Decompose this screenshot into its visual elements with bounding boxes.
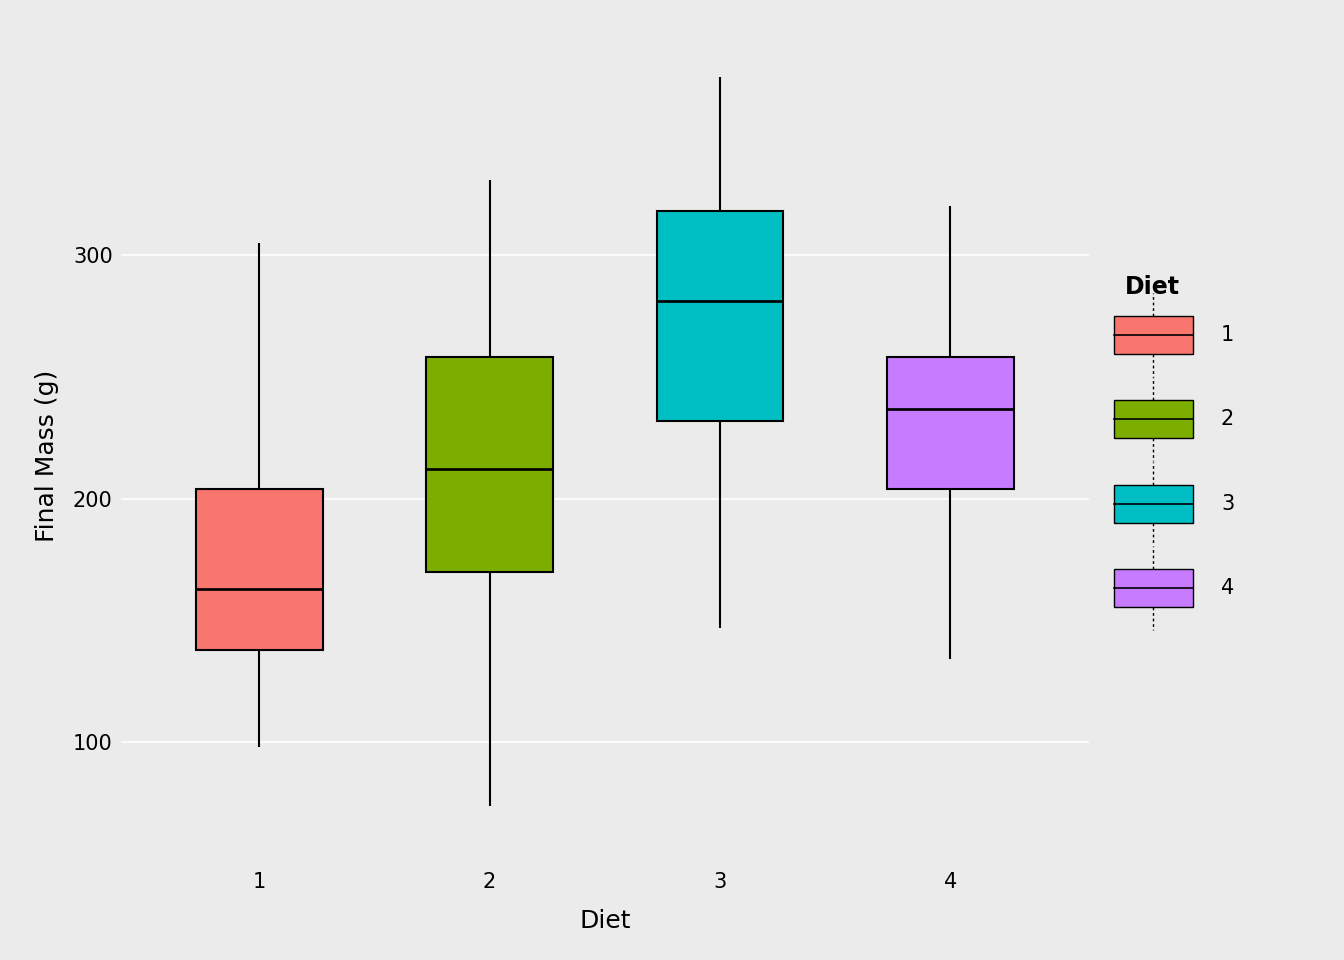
Text: 2: 2 [1220,409,1234,429]
Bar [196,489,323,650]
Text: Diet: Diet [1125,275,1180,299]
Text: 1: 1 [1220,325,1234,345]
Bar [1113,316,1193,354]
Bar [887,357,1013,489]
Y-axis label: Final Mass (g): Final Mass (g) [35,370,59,542]
Bar [657,211,784,420]
Bar [1113,400,1193,439]
Text: 3: 3 [1220,493,1234,514]
X-axis label: Diet: Diet [579,909,630,933]
Bar [1113,568,1193,607]
Bar [1113,485,1193,522]
Text: 4: 4 [1220,578,1234,598]
Bar [426,357,552,572]
